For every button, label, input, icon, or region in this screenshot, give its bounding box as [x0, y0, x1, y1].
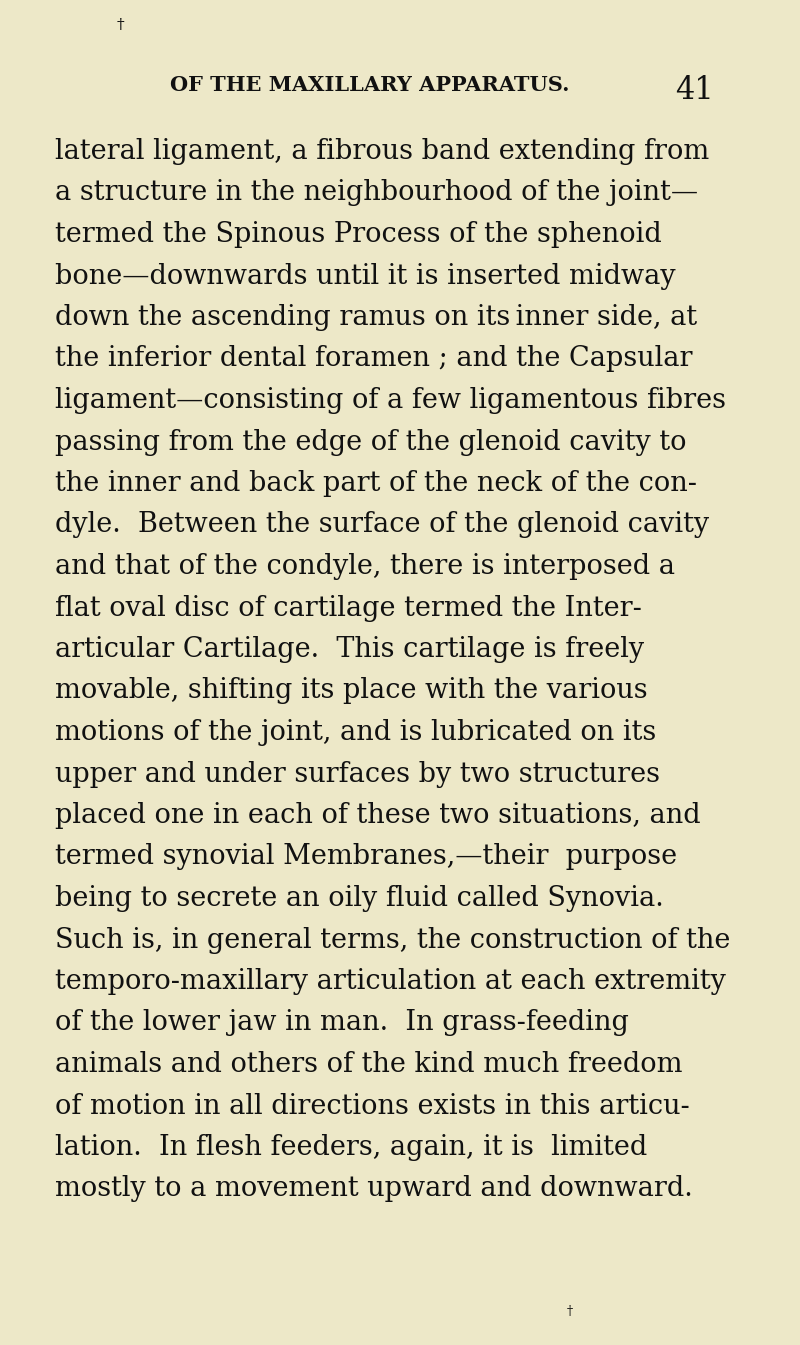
Text: †: †	[116, 17, 124, 32]
Text: flat oval disc of cartilage termed the Inter-: flat oval disc of cartilage termed the I…	[55, 594, 642, 621]
Text: placed one in each of these two situations, and: placed one in each of these two situatio…	[55, 802, 701, 829]
Text: passing from the edge of the glenoid cavity to: passing from the edge of the glenoid cav…	[55, 429, 686, 456]
Text: Such is, in general terms, the construction of the: Such is, in general terms, the construct…	[55, 927, 730, 954]
Text: movable, shifting its place with the various: movable, shifting its place with the var…	[55, 678, 648, 705]
Text: 41: 41	[676, 75, 714, 106]
Text: the inferior dental foramen ; and the Capsular: the inferior dental foramen ; and the Ca…	[55, 346, 693, 373]
Text: mostly to a movement upward and downward.: mostly to a movement upward and downward…	[55, 1176, 693, 1202]
Text: termed the Spinous Process of the sphenoid: termed the Spinous Process of the spheno…	[55, 221, 662, 247]
Text: of motion in all directions exists in this articu-: of motion in all directions exists in th…	[55, 1092, 690, 1119]
Text: temporo-maxillary articulation at each extremity: temporo-maxillary articulation at each e…	[55, 968, 726, 995]
Text: articular Cartilage.  This cartilage is freely: articular Cartilage. This cartilage is f…	[55, 636, 644, 663]
Text: animals and others of the kind much freedom: animals and others of the kind much free…	[55, 1050, 682, 1077]
Text: lation.  In flesh feeders, again, it is  limited: lation. In flesh feeders, again, it is l…	[55, 1134, 647, 1161]
Text: termed synovial Membranes,—their  purpose: termed synovial Membranes,—their purpose	[55, 843, 677, 870]
Text: the inner and back part of the neck of the con-: the inner and back part of the neck of t…	[55, 469, 697, 498]
Text: upper and under surfaces by two structures: upper and under surfaces by two structur…	[55, 760, 660, 788]
Text: †: †	[567, 1305, 573, 1318]
Text: a structure in the neighbourhood of the joint—: a structure in the neighbourhood of the …	[55, 179, 698, 207]
Text: OF THE MAXILLARY APPARATUS.: OF THE MAXILLARY APPARATUS.	[170, 75, 570, 95]
Text: lateral ligament, a fibrous band extending from: lateral ligament, a fibrous band extendi…	[55, 139, 710, 165]
Text: of the lower jaw in man.  In grass-feeding: of the lower jaw in man. In grass-feedin…	[55, 1010, 629, 1037]
Text: bone—downwards until it is inserted midway: bone—downwards until it is inserted midw…	[55, 262, 676, 289]
Text: down the ascending ramus on its inner side, at: down the ascending ramus on its inner si…	[55, 304, 697, 331]
Text: motions of the joint, and is lubricated on its: motions of the joint, and is lubricated …	[55, 720, 656, 746]
Text: ligament—consisting of a few ligamentous fibres: ligament—consisting of a few ligamentous…	[55, 387, 726, 414]
Text: being to secrete an oily fluid called Synovia.: being to secrete an oily fluid called Sy…	[55, 885, 664, 912]
Text: dyle.  Between the surface of the glenoid cavity: dyle. Between the surface of the glenoid…	[55, 511, 709, 538]
Text: and that of the condyle, there is interposed a: and that of the condyle, there is interp…	[55, 553, 675, 580]
